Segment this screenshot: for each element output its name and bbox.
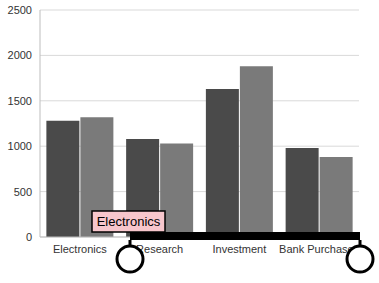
svg-text:Investment: Investment [212,243,266,255]
svg-text:500: 500 [14,186,32,198]
svg-text:Bank Purchases: Bank Purchases [279,243,360,255]
svg-text:2000: 2000 [8,49,32,61]
svg-text:Electronics: Electronics [97,214,161,229]
svg-text:1000: 1000 [8,140,32,152]
svg-text:Electronics: Electronics [53,243,107,255]
svg-text:1500: 1500 [8,95,32,107]
svg-text:0: 0 [26,231,32,243]
svg-text:2500: 2500 [8,4,32,16]
svg-text:Research: Research [136,243,183,255]
